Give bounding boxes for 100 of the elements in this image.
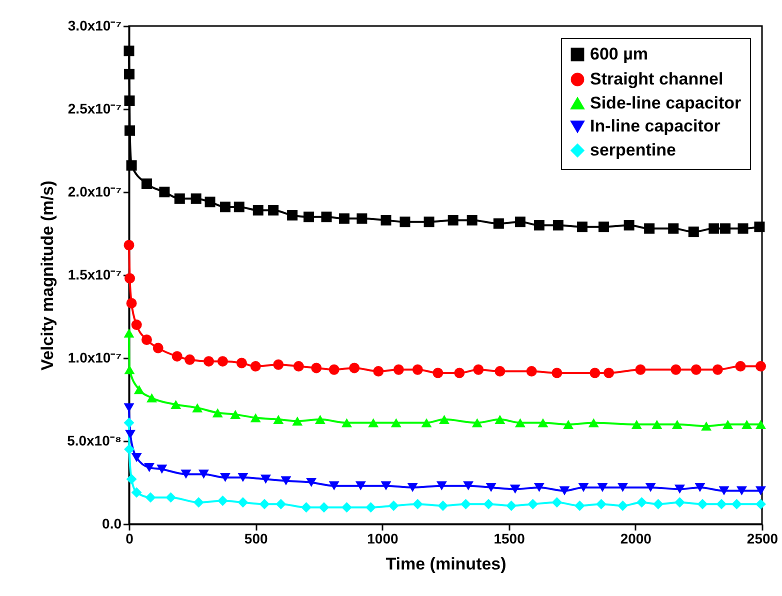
point [393,364,404,375]
point [494,366,506,377]
y-axis-title: Velcity magnitude (m/s) [38,180,58,370]
point [124,273,136,284]
point [192,403,203,412]
point [644,223,655,234]
point [304,212,314,222]
point [180,470,192,479]
point [166,492,176,503]
point [670,364,682,375]
legend-label: serpentine [590,140,676,160]
point [438,414,450,424]
point [514,418,526,428]
point [124,68,134,80]
point [124,444,134,455]
point [342,418,352,428]
point [124,365,135,374]
point [736,486,747,496]
point [134,385,144,394]
point [432,368,444,378]
point [742,420,752,429]
point [342,502,352,513]
legend-label: 600 µm [590,44,648,64]
point [172,351,182,362]
point [141,334,152,345]
y-tick-label: 3.0x10⁻⁷ [68,18,122,34]
point [436,481,447,490]
point [184,354,196,365]
point [131,487,142,498]
point [238,497,248,508]
point [463,481,474,490]
point [407,482,418,492]
point [193,497,204,508]
point [314,414,326,424]
point [635,364,646,375]
point [668,223,679,234]
point [380,481,392,490]
point [559,486,570,496]
point [212,408,223,418]
x-tick-label: 1500 [494,530,526,546]
point [234,202,244,212]
point [448,214,458,226]
point [259,498,270,510]
y-tick-label: 5.0x10⁻⁸ [67,432,122,448]
point [328,364,340,375]
point [217,496,228,506]
point [276,498,286,510]
point [672,420,682,429]
x-tick-label: 0 [126,530,134,546]
point [596,498,606,510]
point [126,474,137,484]
x-axis-title: Time (minutes) [386,554,506,574]
point [483,498,494,510]
point [355,481,366,490]
point [472,418,482,428]
point [473,364,484,375]
point [688,226,699,238]
point [652,498,664,510]
point [701,422,712,431]
point [230,410,241,419]
point [563,420,574,429]
point [460,498,471,510]
y-tick-label: 1.5x10⁻⁷ [68,266,122,282]
point [617,500,628,511]
point [708,223,720,234]
y-tick-label: 1.0x10⁻⁷ [68,350,122,366]
point [552,497,562,508]
point [590,368,600,378]
point [735,361,746,372]
point [273,414,284,424]
y-tick-label: 0.0 [102,516,122,532]
point [321,212,332,222]
point [731,498,742,510]
point [125,430,136,439]
point [124,403,134,412]
point [534,482,544,492]
point [754,222,765,232]
point [755,498,766,510]
point [198,470,209,479]
x-tick-label: 500 [244,530,268,546]
point [373,366,384,377]
point [220,472,230,482]
point [338,213,350,224]
point [280,476,292,486]
y-tick-label: 2.5x10⁻⁷ [68,100,122,116]
point [144,463,154,472]
point [738,223,748,234]
point [368,418,379,428]
point [674,484,685,494]
point [690,364,702,375]
point [574,500,585,511]
point [238,472,248,482]
point [124,95,135,106]
point [755,420,766,429]
point [424,216,434,228]
point [217,356,228,367]
point [597,482,608,492]
point [466,214,478,226]
point [141,178,152,189]
point [126,160,137,171]
